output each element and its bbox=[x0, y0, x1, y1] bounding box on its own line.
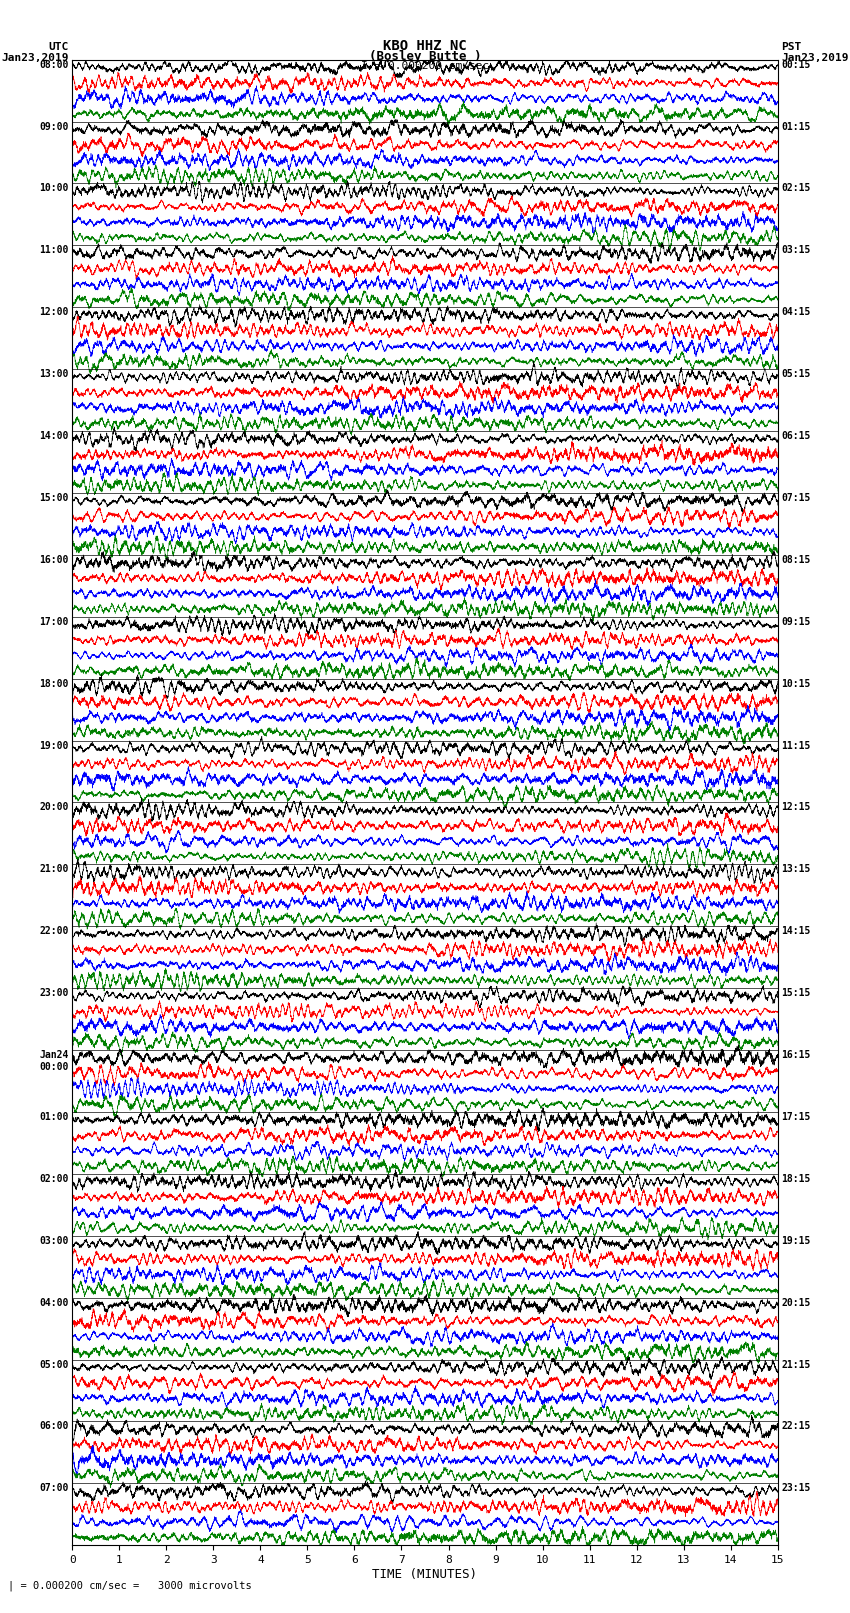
Text: 18:15: 18:15 bbox=[781, 1174, 811, 1184]
Text: 16:15: 16:15 bbox=[781, 1050, 811, 1060]
Text: 12:00: 12:00 bbox=[39, 306, 69, 318]
Text: 04:15: 04:15 bbox=[781, 306, 811, 318]
Text: 02:15: 02:15 bbox=[781, 184, 811, 194]
Text: 10:15: 10:15 bbox=[781, 679, 811, 689]
Text: | = 0.000200 cm/sec =   3000 microvolts: | = 0.000200 cm/sec = 3000 microvolts bbox=[8, 1581, 252, 1592]
Text: 03:15: 03:15 bbox=[781, 245, 811, 255]
Text: 13:00: 13:00 bbox=[39, 369, 69, 379]
Text: 08:00: 08:00 bbox=[39, 60, 69, 69]
Text: 20:00: 20:00 bbox=[39, 803, 69, 813]
Text: 17:15: 17:15 bbox=[781, 1111, 811, 1123]
Text: 14:15: 14:15 bbox=[781, 926, 811, 936]
Text: 11:00: 11:00 bbox=[39, 245, 69, 255]
Text: 03:00: 03:00 bbox=[39, 1236, 69, 1245]
Text: 13:15: 13:15 bbox=[781, 865, 811, 874]
Text: 01:15: 01:15 bbox=[781, 121, 811, 132]
Text: Jan24
00:00: Jan24 00:00 bbox=[39, 1050, 69, 1071]
Text: 05:15: 05:15 bbox=[781, 369, 811, 379]
X-axis label: TIME (MINUTES): TIME (MINUTES) bbox=[372, 1568, 478, 1581]
Text: 19:15: 19:15 bbox=[781, 1236, 811, 1245]
Text: 00:15: 00:15 bbox=[781, 60, 811, 69]
Text: 06:15: 06:15 bbox=[781, 431, 811, 440]
Text: (Bosley Butte ): (Bosley Butte ) bbox=[369, 50, 481, 63]
Text: 23:15: 23:15 bbox=[781, 1484, 811, 1494]
Text: Jan23,2019: Jan23,2019 bbox=[2, 53, 69, 63]
Text: 10:00: 10:00 bbox=[39, 184, 69, 194]
Text: 17:00: 17:00 bbox=[39, 616, 69, 627]
Text: I = 0.000200 cm/sec: I = 0.000200 cm/sec bbox=[361, 61, 489, 71]
Text: 11:15: 11:15 bbox=[781, 740, 811, 750]
Text: 08:15: 08:15 bbox=[781, 555, 811, 565]
Text: 04:00: 04:00 bbox=[39, 1297, 69, 1308]
Text: 18:00: 18:00 bbox=[39, 679, 69, 689]
Text: 14:00: 14:00 bbox=[39, 431, 69, 440]
Text: 21:15: 21:15 bbox=[781, 1360, 811, 1369]
Text: 09:15: 09:15 bbox=[781, 616, 811, 627]
Text: 09:00: 09:00 bbox=[39, 121, 69, 132]
Text: 20:15: 20:15 bbox=[781, 1297, 811, 1308]
Text: 02:00: 02:00 bbox=[39, 1174, 69, 1184]
Text: 05:00: 05:00 bbox=[39, 1360, 69, 1369]
Text: 15:00: 15:00 bbox=[39, 494, 69, 503]
Text: 23:00: 23:00 bbox=[39, 989, 69, 998]
Text: 12:15: 12:15 bbox=[781, 803, 811, 813]
Text: 22:00: 22:00 bbox=[39, 926, 69, 936]
Text: 07:00: 07:00 bbox=[39, 1484, 69, 1494]
Text: 01:00: 01:00 bbox=[39, 1111, 69, 1123]
Text: 22:15: 22:15 bbox=[781, 1421, 811, 1431]
Text: PST: PST bbox=[781, 42, 802, 52]
Text: 07:15: 07:15 bbox=[781, 494, 811, 503]
Text: UTC: UTC bbox=[48, 42, 69, 52]
Text: 06:00: 06:00 bbox=[39, 1421, 69, 1431]
Text: 21:00: 21:00 bbox=[39, 865, 69, 874]
Text: Jan23,2019: Jan23,2019 bbox=[781, 53, 848, 63]
Text: 15:15: 15:15 bbox=[781, 989, 811, 998]
Text: 19:00: 19:00 bbox=[39, 740, 69, 750]
Text: KBO HHZ NC: KBO HHZ NC bbox=[383, 39, 467, 53]
Text: 16:00: 16:00 bbox=[39, 555, 69, 565]
